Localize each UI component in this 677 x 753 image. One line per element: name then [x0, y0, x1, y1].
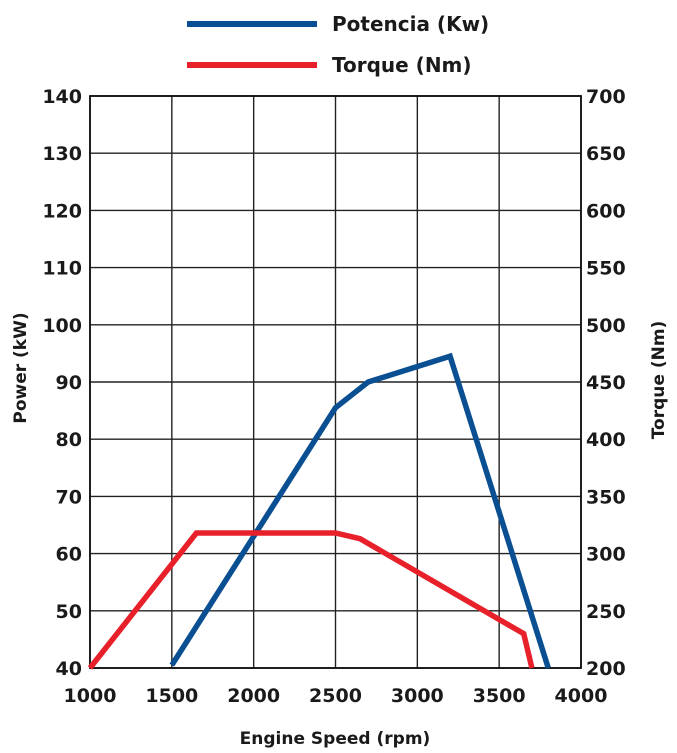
plot-frame — [89, 95, 582, 669]
y2-tick-label: 250 — [586, 601, 626, 623]
x-tick-label: 3500 — [473, 685, 526, 707]
x-tick-label: 3000 — [391, 685, 444, 707]
x-tick-label: 1500 — [145, 685, 198, 707]
y-axis-title: Power (kW) — [11, 312, 31, 423]
y2-tick-label: 600 — [586, 200, 626, 222]
y-tick-label: 110 — [42, 258, 82, 280]
plot-border — [89, 95, 582, 669]
y2-tick-label: 650 — [586, 143, 626, 165]
legend-label: Potencia (Kw) — [332, 12, 489, 36]
y-tick-label: 100 — [42, 315, 82, 337]
legend: Potencia (Kw) Torque (Nm) — [187, 12, 489, 77]
y2-tick-label: 500 — [586, 315, 626, 337]
y-tick-label: 40 — [56, 658, 82, 680]
tick-labels: 40 50 60 70 80 90 100 110 120 130 140 200 250 300 350 4… — [42, 86, 625, 707]
x-axis-title: Engine Speed (rpm) — [240, 729, 431, 749]
x-tick-label: 4000 — [555, 685, 608, 707]
y2-tick-label: 550 — [586, 258, 626, 280]
y-tick-label: 80 — [56, 429, 82, 451]
legend-label: Torque (Nm) — [332, 53, 472, 77]
y-tick-label: 140 — [42, 86, 82, 108]
x-tick-label: 2000 — [227, 685, 280, 707]
y2-tick-label: 700 — [586, 86, 626, 108]
y-tick-label: 120 — [42, 200, 82, 222]
y2-axis-title: Torque (Nm) — [649, 321, 669, 440]
y-tick-label: 70 — [56, 486, 82, 508]
x-tick-label: 1000 — [64, 685, 117, 707]
series-line-1 — [169, 352, 551, 669]
grid-lines — [89, 95, 582, 669]
y2-tick-label: 300 — [586, 544, 626, 566]
y-tick-label: 60 — [56, 544, 82, 566]
y2-tick-label: 400 — [586, 429, 626, 451]
y-tick-label: 50 — [56, 601, 82, 623]
x-tick-label: 2500 — [309, 685, 362, 707]
y2-tick-label: 350 — [586, 486, 626, 508]
y-tick-label: 130 — [42, 143, 82, 165]
y2-tick-label: 200 — [586, 658, 626, 680]
y2-tick-label: 450 — [586, 372, 626, 394]
series-lines — [87, 352, 551, 670]
y-tick-label: 90 — [56, 372, 82, 394]
series-line-2 — [87, 530, 535, 670]
